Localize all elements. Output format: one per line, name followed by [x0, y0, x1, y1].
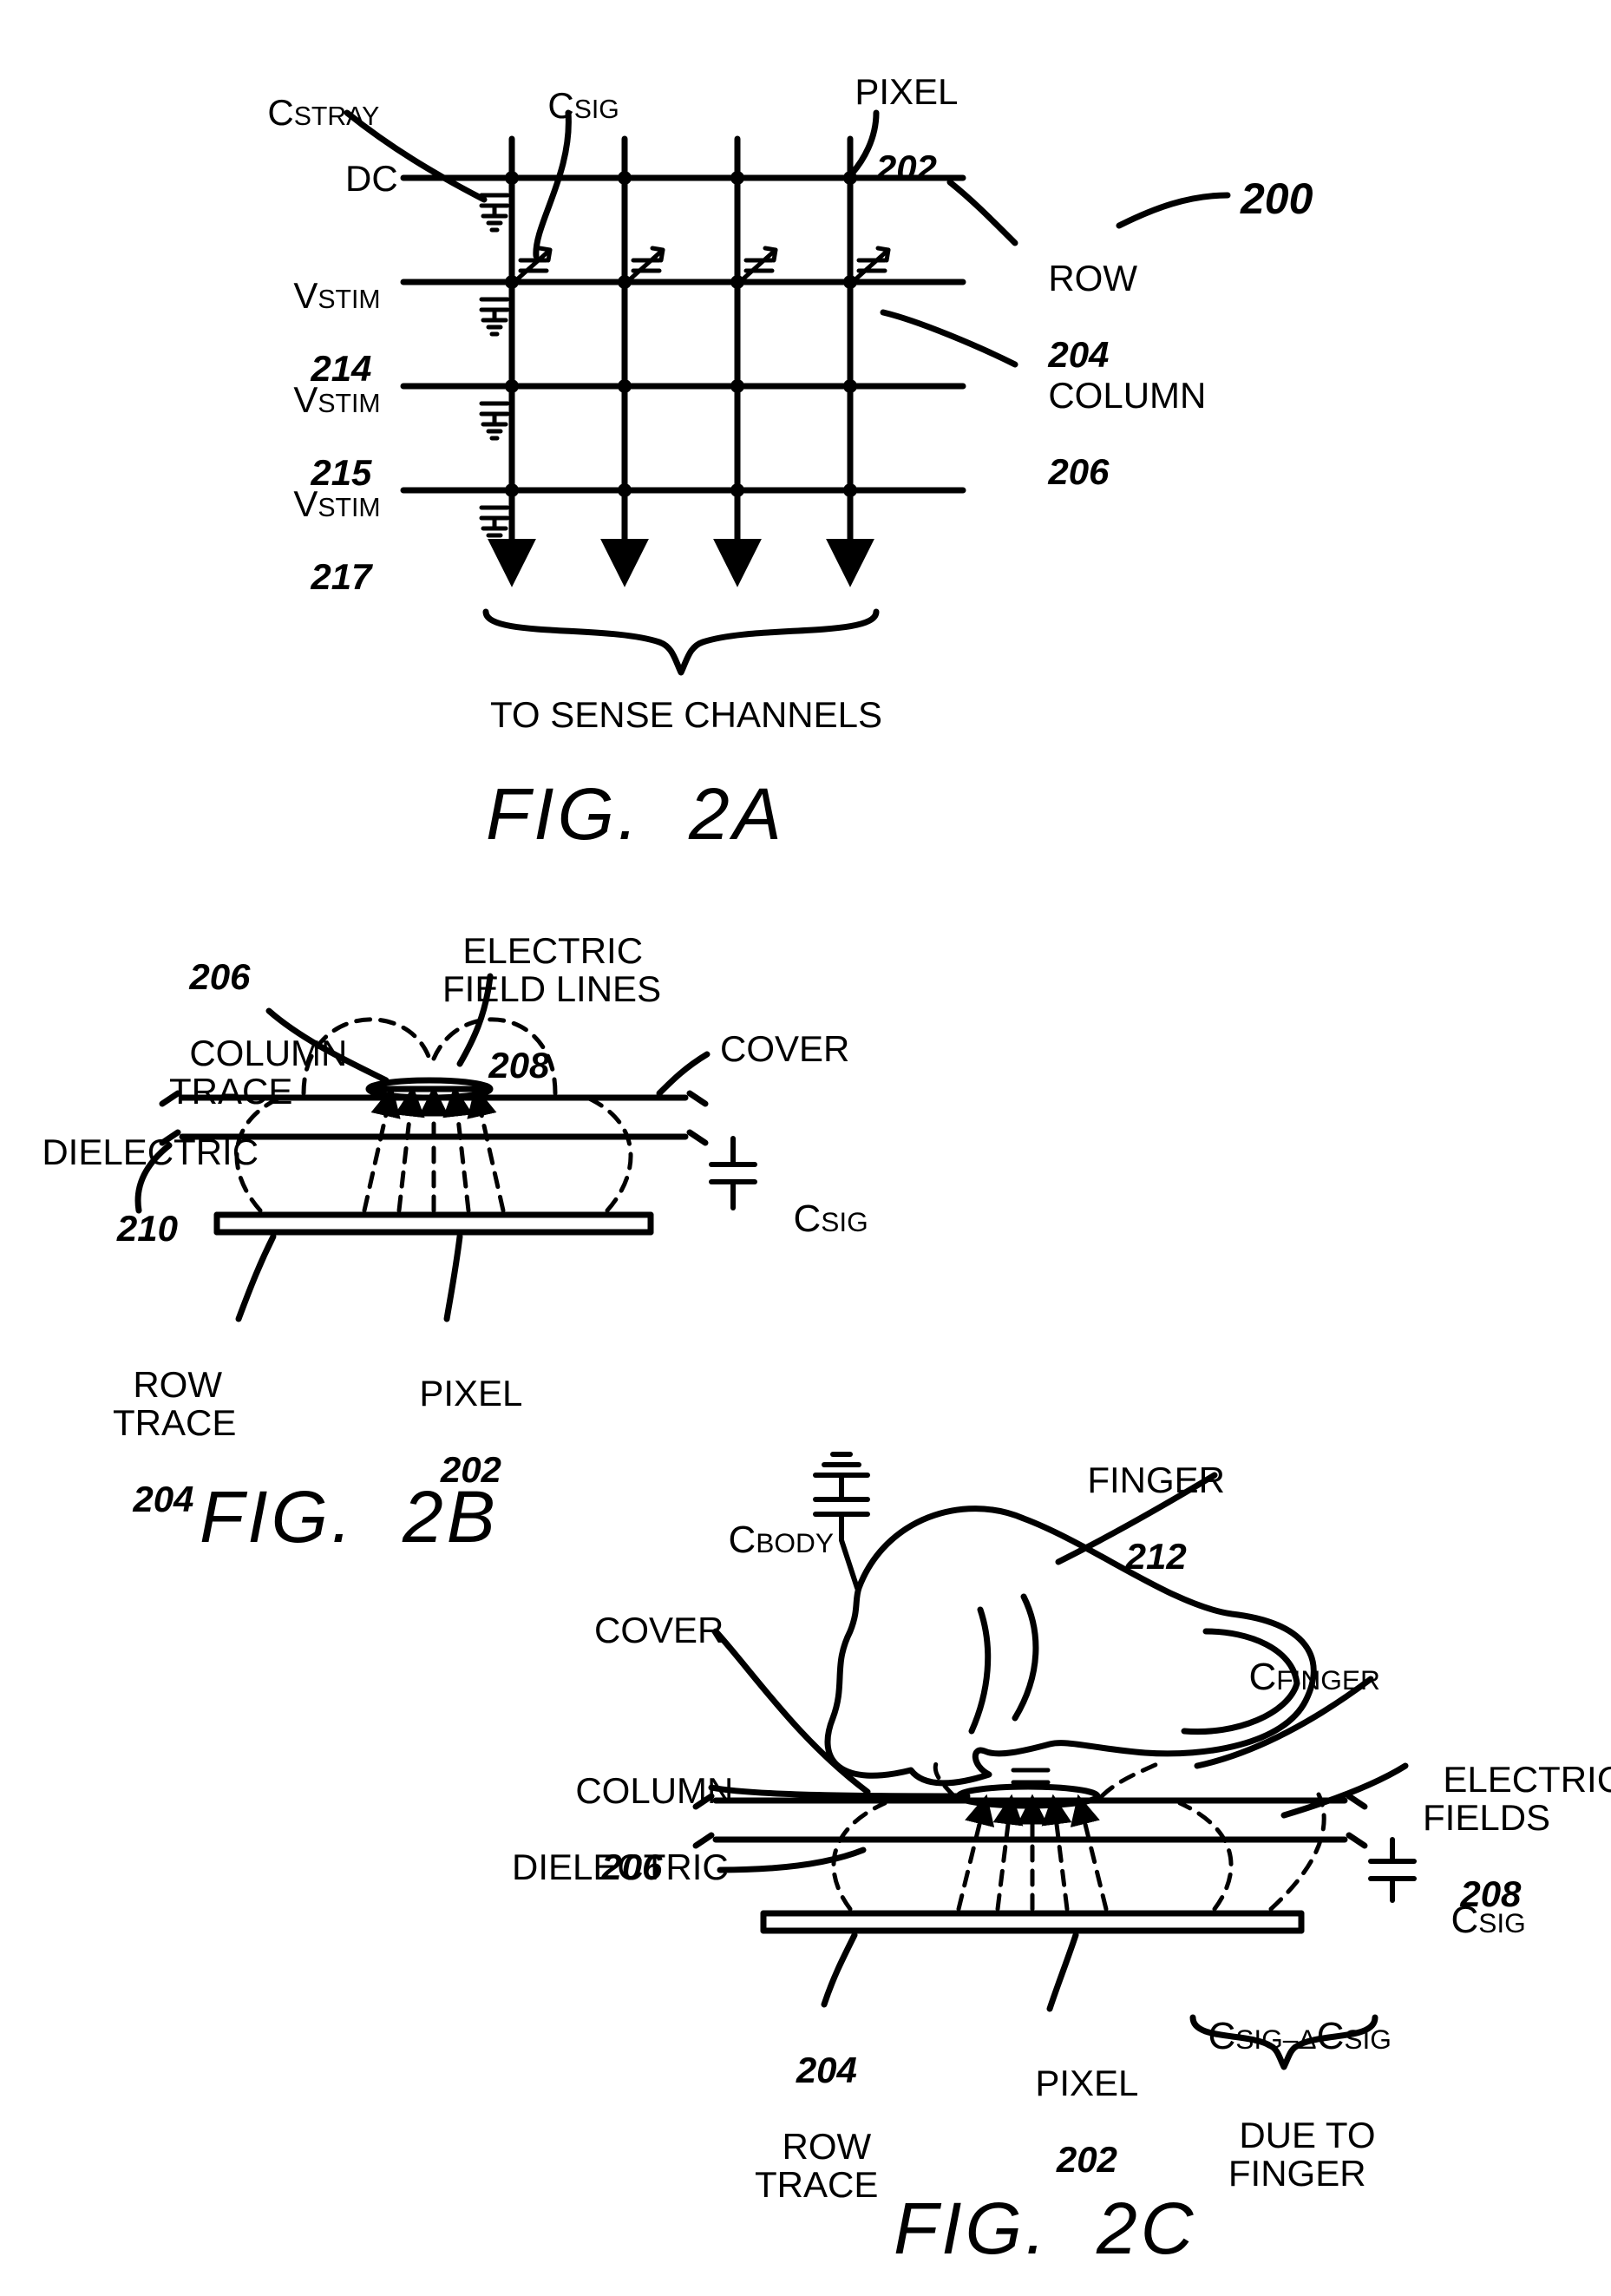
label-pixel-2c: PIXEL 202: [1015, 2026, 1138, 2179]
label-to-sense: TO SENSE CHANNELS: [490, 694, 882, 736]
label-cbody: CBODY: [707, 1475, 834, 1562]
label-pixel-2a: PIXEL 202: [835, 35, 958, 187]
label-row-trace-2c: 204 ROWTRACE: [755, 2013, 878, 2204]
ref-200: 200: [1241, 174, 1313, 224]
label-cfinger: CFINGER: [1228, 1612, 1380, 1699]
row-vstim-3: VSTIM 217: [273, 449, 381, 595]
label-delta-csig: CSIG–ΔCSIG: [1187, 1971, 1392, 2058]
label-cstray: CSTRAY: [247, 50, 379, 134]
label-efl-2b: ELECTRICFIELD LINES 208: [442, 894, 661, 1085]
label-cover-2b: COVER: [720, 1028, 849, 1070]
label-finger-2c: FINGER 212: [1067, 1423, 1225, 1576]
fig-2a-caption: FIG. 2A: [486, 772, 785, 856]
label-csig-2c: CSIG: [1430, 1855, 1526, 1942]
label-due-to-finger: DUE TOFINGER: [1219, 2078, 1376, 2193]
fig-2a-svg: [0, 0, 1611, 911]
label-csig-2b: CSIG: [772, 1154, 868, 1241]
label-column-2a: COLUMN 206: [1028, 338, 1206, 491]
row-dc: DC: [345, 158, 398, 200]
label-dielectric-2c: DIELECTRIC: [512, 1847, 729, 1888]
label-dielectric-2b: DIELECTRIC 210: [22, 1095, 178, 1248]
label-col-trace-2b: 206 COLUMNTRACE: [169, 920, 347, 1111]
label-cover-2c: COVER: [594, 1610, 724, 1651]
fig-2c-caption: FIG. 2C: [894, 2187, 1196, 2271]
label-csig-2a: CSIG: [527, 43, 619, 127]
